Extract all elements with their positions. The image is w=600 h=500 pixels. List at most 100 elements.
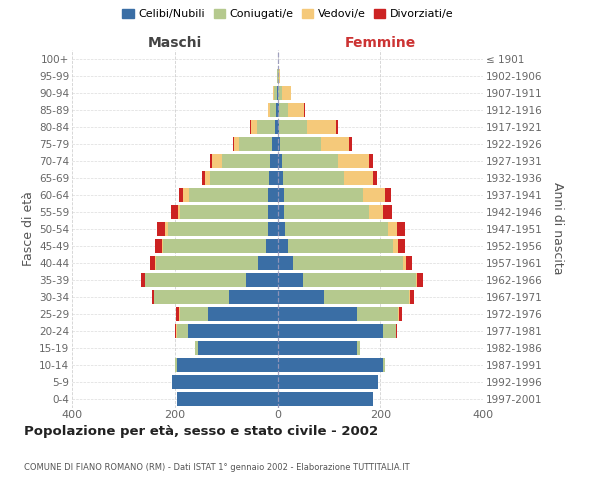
Bar: [416, 273, 417, 287]
Bar: [278, 136, 280, 150]
Bar: [277, 102, 278, 117]
Bar: [175, 324, 176, 338]
Bar: [281, 154, 338, 168]
Bar: [398, 307, 399, 321]
Bar: [338, 154, 369, 168]
Bar: [283, 170, 344, 184]
Bar: [388, 222, 397, 235]
Bar: [229, 290, 278, 304]
Bar: [272, 136, 278, 150]
Bar: [154, 290, 229, 304]
Bar: [268, 204, 278, 218]
Bar: [278, 86, 282, 100]
Bar: [269, 170, 278, 184]
Bar: [155, 256, 156, 270]
Bar: [288, 102, 304, 117]
Bar: [324, 290, 409, 304]
Bar: [273, 86, 274, 100]
Bar: [155, 239, 163, 253]
Bar: [278, 375, 377, 389]
Bar: [178, 324, 188, 338]
Bar: [398, 239, 406, 253]
Bar: [373, 170, 377, 184]
Bar: [142, 273, 145, 287]
Bar: [149, 256, 155, 270]
Bar: [280, 136, 321, 150]
Bar: [410, 290, 413, 304]
Y-axis label: Anni di nascita: Anni di nascita: [551, 182, 564, 275]
Bar: [209, 170, 269, 184]
Bar: [304, 102, 305, 117]
Bar: [403, 256, 406, 270]
Bar: [278, 358, 383, 372]
Bar: [245, 273, 278, 287]
Bar: [284, 188, 363, 202]
Bar: [285, 222, 388, 235]
Bar: [278, 222, 285, 235]
Bar: [288, 239, 393, 253]
Bar: [188, 324, 278, 338]
Bar: [176, 307, 179, 321]
Bar: [145, 273, 245, 287]
Bar: [257, 120, 275, 134]
Bar: [175, 358, 178, 372]
Bar: [221, 154, 271, 168]
Text: Popolazione per età, sesso e stato civile - 2002: Popolazione per età, sesso e stato civil…: [24, 425, 378, 438]
Bar: [163, 239, 266, 253]
Bar: [234, 136, 239, 150]
Bar: [271, 154, 278, 168]
Bar: [383, 324, 395, 338]
Bar: [176, 324, 178, 338]
Bar: [239, 136, 272, 150]
Bar: [271, 102, 277, 117]
Bar: [397, 222, 406, 235]
Bar: [275, 120, 278, 134]
Text: Maschi: Maschi: [148, 36, 202, 50]
Bar: [165, 222, 167, 235]
Bar: [278, 324, 383, 338]
Bar: [156, 256, 259, 270]
Bar: [278, 239, 288, 253]
Bar: [266, 239, 278, 253]
Bar: [198, 341, 278, 355]
Legend: Celibi/Nubili, Coniugati/e, Vedovi/e, Divorziati/e: Celibi/Nubili, Coniugati/e, Vedovi/e, Di…: [119, 6, 457, 22]
Bar: [157, 222, 165, 235]
Bar: [278, 290, 324, 304]
Bar: [399, 307, 402, 321]
Bar: [179, 307, 180, 321]
Bar: [278, 204, 284, 218]
Bar: [250, 120, 251, 134]
Bar: [278, 188, 284, 202]
Bar: [357, 341, 360, 355]
Bar: [268, 102, 271, 117]
Bar: [274, 86, 277, 100]
Bar: [293, 256, 403, 270]
Bar: [278, 273, 303, 287]
Bar: [170, 204, 178, 218]
Bar: [172, 375, 278, 389]
Bar: [409, 290, 410, 304]
Bar: [152, 290, 154, 304]
Bar: [205, 170, 209, 184]
Bar: [278, 341, 357, 355]
Bar: [184, 188, 188, 202]
Bar: [406, 256, 412, 270]
Bar: [335, 120, 338, 134]
Bar: [278, 154, 281, 168]
Bar: [208, 307, 278, 321]
Bar: [357, 307, 398, 321]
Bar: [307, 120, 335, 134]
Bar: [188, 188, 268, 202]
Bar: [344, 170, 373, 184]
Bar: [178, 358, 278, 372]
Bar: [278, 307, 357, 321]
Bar: [278, 170, 283, 184]
Bar: [282, 86, 292, 100]
Bar: [349, 136, 352, 150]
Text: Femmine: Femmine: [344, 36, 416, 50]
Bar: [369, 204, 383, 218]
Bar: [181, 204, 268, 218]
Bar: [303, 273, 416, 287]
Bar: [278, 392, 373, 406]
Bar: [202, 170, 205, 184]
